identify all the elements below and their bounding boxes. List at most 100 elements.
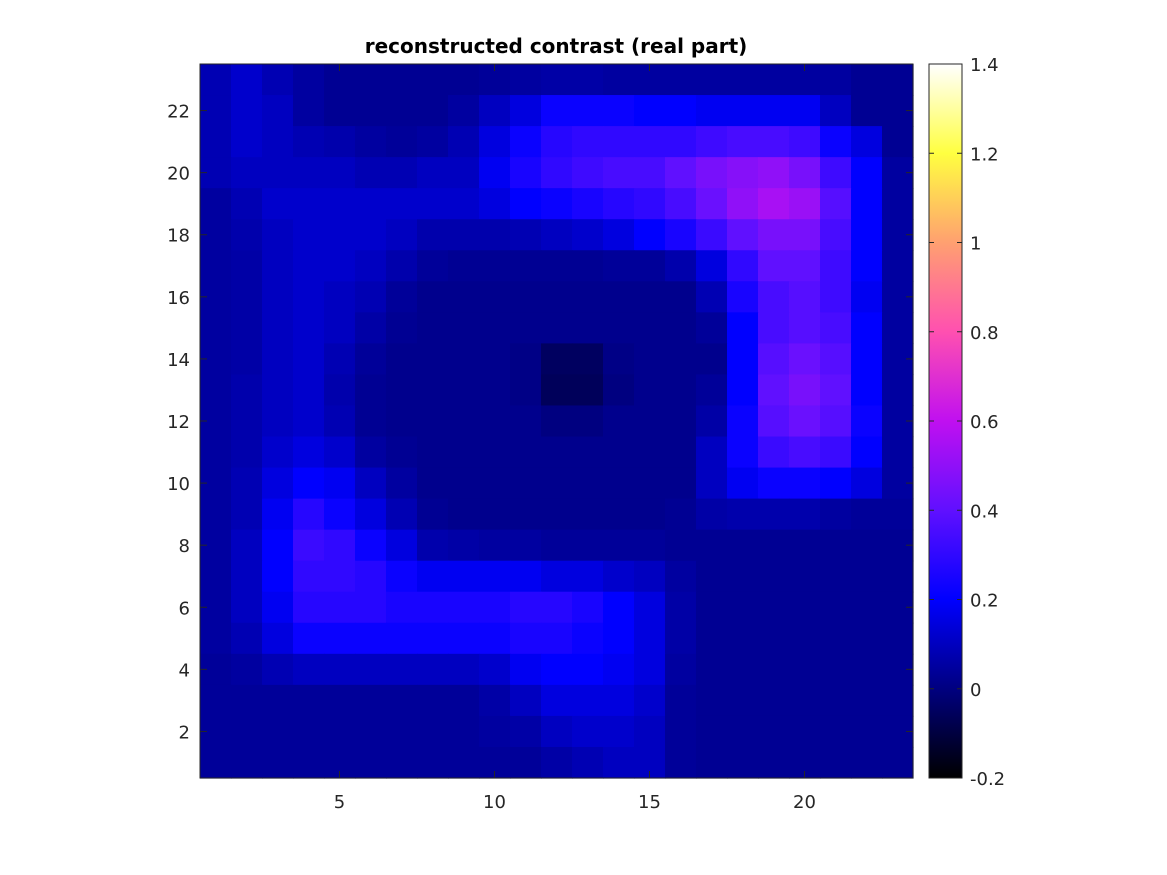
heatmap-cell	[727, 281, 759, 313]
heatmap-cell	[231, 250, 263, 282]
heatmap-cell	[851, 126, 883, 158]
heatmap-cell	[355, 498, 387, 531]
heatmap-cell	[510, 746, 542, 779]
heatmap-cell	[851, 560, 883, 593]
heatmap-cell	[851, 405, 883, 438]
heatmap-cell	[851, 684, 883, 717]
heatmap-cell	[851, 250, 883, 282]
heatmap-cell	[696, 343, 728, 376]
heatmap-cell	[231, 95, 263, 127]
heatmap-cell	[262, 281, 294, 313]
heatmap-cell	[665, 746, 697, 779]
heatmap-cell	[603, 653, 635, 686]
heatmap-cell	[417, 312, 449, 344]
heatmap-cell	[789, 281, 821, 313]
heatmap-cell	[665, 591, 697, 624]
heatmap-cell	[417, 436, 449, 469]
heatmap-cell	[541, 312, 573, 344]
heatmap-cell	[479, 467, 511, 500]
heatmap-cell	[262, 64, 294, 96]
heatmap-cell	[355, 250, 387, 282]
heatmap-cell	[820, 188, 852, 220]
heatmap-cell	[789, 157, 821, 189]
heatmap-cell	[789, 591, 821, 624]
heatmap-cell	[293, 653, 325, 686]
heatmap-cell	[262, 405, 294, 438]
heatmap-cell	[696, 498, 728, 531]
heatmap-cell	[355, 64, 387, 96]
heatmap-cell	[355, 219, 387, 251]
heatmap-cell	[510, 715, 542, 748]
heatmap-cell	[603, 715, 635, 748]
heatmap-cell	[758, 498, 790, 531]
heatmap-cell	[479, 560, 511, 593]
heatmap-cell	[510, 312, 542, 344]
heatmap-cell	[603, 560, 635, 593]
heatmap-cell	[882, 126, 914, 158]
heatmap-cell	[665, 684, 697, 717]
heatmap-cell	[696, 653, 728, 686]
heatmap-cell	[386, 653, 418, 686]
heatmap-cell	[479, 219, 511, 251]
heatmap-cell	[727, 715, 759, 748]
heatmap-cell	[820, 467, 852, 500]
heatmap-cell	[448, 560, 480, 593]
heatmap-cell	[820, 405, 852, 438]
heatmap-cell	[386, 622, 418, 655]
heatmap-cell	[355, 715, 387, 748]
heatmap-cell	[665, 436, 697, 469]
heatmap-cells	[200, 64, 914, 779]
heatmap-cell	[634, 653, 666, 686]
heatmap-cell	[386, 498, 418, 531]
heatmap-cell	[820, 560, 852, 593]
heatmap-cell	[324, 653, 356, 686]
heatmap-cell	[293, 467, 325, 500]
y-tick-label: 18	[167, 226, 190, 247]
heatmap-cell	[789, 436, 821, 469]
heatmap-cell	[603, 95, 635, 127]
heatmap-cell	[851, 436, 883, 469]
heatmap-cell	[417, 684, 449, 717]
heatmap-cell	[541, 436, 573, 469]
heatmap-cell	[603, 126, 635, 158]
heatmap-cell	[293, 746, 325, 779]
heatmap-cell	[572, 746, 604, 779]
heatmap-cell	[820, 498, 852, 531]
heatmap-cell	[324, 498, 356, 531]
y-tick-label: 10	[167, 474, 190, 495]
heatmap-cell	[293, 405, 325, 438]
heatmap-cell	[541, 157, 573, 189]
heatmap-cell	[324, 343, 356, 376]
heatmap-cell	[417, 281, 449, 313]
heatmap-cell	[541, 219, 573, 251]
heatmap-cell	[510, 126, 542, 158]
heatmap-cell	[386, 436, 418, 469]
heatmap-cell	[231, 281, 263, 313]
heatmap-cell	[634, 436, 666, 469]
y-tick-label: 2	[179, 722, 190, 743]
heatmap-cell	[231, 374, 263, 407]
heatmap-cell	[324, 157, 356, 189]
heatmap-cell	[727, 64, 759, 96]
heatmap-cell	[634, 405, 666, 438]
heatmap-cell	[324, 219, 356, 251]
heatmap-cell	[386, 312, 418, 344]
heatmap-cell	[479, 312, 511, 344]
heatmap-cell	[262, 560, 294, 593]
heatmap-cell	[758, 529, 790, 562]
heatmap-cell	[541, 95, 573, 127]
heatmap-cell	[603, 219, 635, 251]
heatmap-cell	[510, 157, 542, 189]
heatmap-cell	[634, 126, 666, 158]
heatmap-cell	[820, 684, 852, 717]
heatmap-cell	[665, 498, 697, 531]
heatmap-cell	[479, 715, 511, 748]
heatmap-cell	[510, 281, 542, 313]
heatmap-cell	[293, 126, 325, 158]
heatmap-cell	[789, 498, 821, 531]
heatmap-cell	[696, 405, 728, 438]
heatmap-cell	[479, 250, 511, 282]
heatmap-cell	[231, 622, 263, 655]
heatmap-cell	[820, 157, 852, 189]
heatmap-cell	[634, 343, 666, 376]
